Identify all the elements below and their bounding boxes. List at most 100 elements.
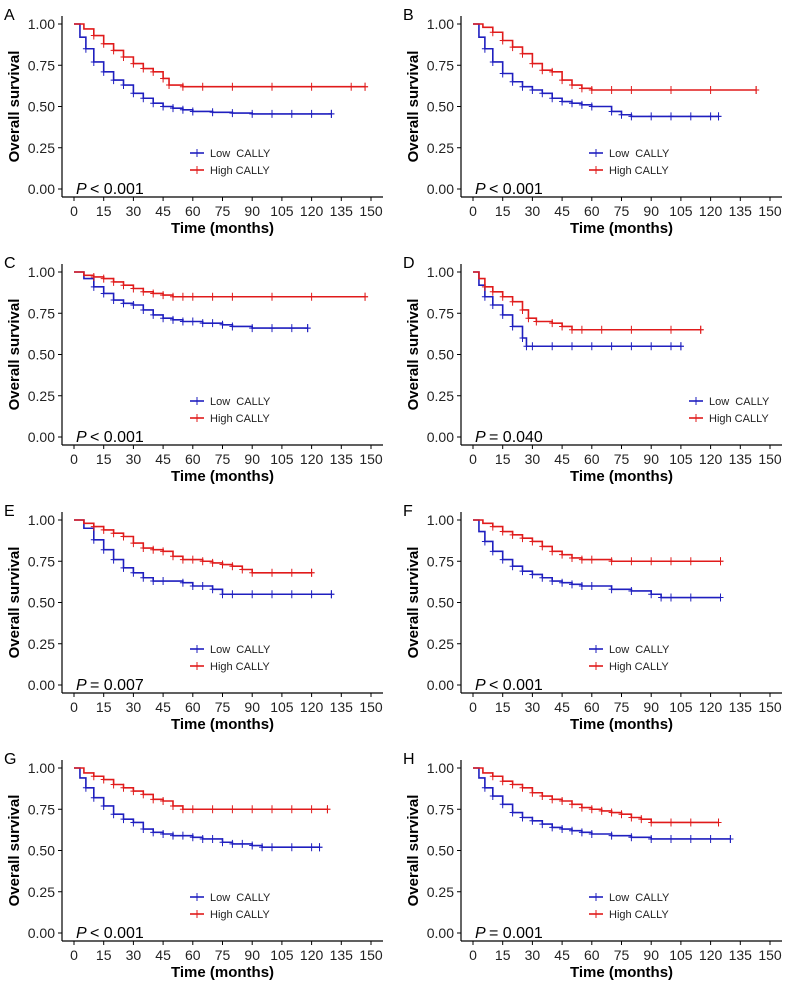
censor-mark <box>269 568 275 577</box>
censor-mark <box>179 292 186 301</box>
censor-mark <box>628 342 635 351</box>
km-curve-high <box>473 271 701 331</box>
censor-mark <box>308 568 315 577</box>
y-tick-label: 0.50 <box>427 347 454 363</box>
censor-mark <box>598 806 605 815</box>
censor-marks-high <box>90 272 369 301</box>
censor-mark <box>727 834 734 843</box>
x-tick-label: 75 <box>614 947 630 963</box>
panel-letter: A <box>4 7 15 24</box>
censor-mark <box>499 800 506 809</box>
p-value-text: = 0.001 <box>489 925 543 942</box>
x-tick-label: 150 <box>758 451 782 467</box>
panel-letter: F <box>403 503 413 520</box>
y-tick-label: 0.75 <box>427 57 454 73</box>
censor-mark <box>288 109 295 118</box>
censor-marks-high <box>489 522 724 566</box>
censor-mark <box>608 585 615 594</box>
censor-mark <box>715 818 722 827</box>
censor-mark <box>130 301 137 309</box>
censor-mark <box>90 282 97 291</box>
y-tick-label: 0.00 <box>28 181 55 197</box>
x-tick-label: 120 <box>300 947 324 963</box>
panel-letter: G <box>4 751 16 768</box>
censor-mark <box>150 795 157 804</box>
y-axis-title: Overall survival <box>6 795 23 907</box>
censor-mark <box>189 582 196 590</box>
y-tick-label: 0.50 <box>28 347 55 363</box>
censor-mark <box>481 44 488 53</box>
censor-mark <box>499 310 506 319</box>
censor-mark <box>160 291 167 300</box>
censor-mark <box>120 815 127 824</box>
censor-marks-high <box>481 282 704 334</box>
legend-label: Low CALLY <box>609 644 670 656</box>
censor-mark <box>308 805 315 814</box>
p-value-text: < 0.001 <box>90 181 144 198</box>
censor-mark <box>559 578 566 587</box>
censor-mark <box>598 325 605 334</box>
panel-letter: B <box>403 7 414 24</box>
censor-mark <box>199 582 206 590</box>
x-tick-label: 15 <box>96 203 112 219</box>
censor-mark <box>90 522 97 531</box>
x-tick-label: 90 <box>244 699 260 715</box>
legend: Low CALLY High CALLY <box>589 892 670 921</box>
censor-mark <box>229 562 236 571</box>
y-tick-label: 1.00 <box>427 16 454 32</box>
y-tick-label: 0.50 <box>28 595 55 611</box>
censor-mark <box>489 522 496 531</box>
x-tick-label: 30 <box>525 699 541 715</box>
censor-mark <box>519 49 526 58</box>
censor-mark <box>130 787 137 796</box>
censor-mark <box>140 64 147 73</box>
censor-mark <box>269 590 275 599</box>
censor-mark <box>130 59 137 68</box>
censor-mark <box>628 813 635 822</box>
legend-label: Low CALLY <box>609 148 670 160</box>
censor-mark <box>481 537 488 546</box>
censor-mark <box>249 568 256 577</box>
censor-mark <box>519 334 526 342</box>
y-tick-label: 0.00 <box>427 677 454 693</box>
legend: Low CALLY High CALLY <box>190 148 271 177</box>
x-tick-label: 60 <box>185 699 201 715</box>
censor-mark <box>539 66 546 75</box>
censor-mark <box>697 325 704 334</box>
censor-mark <box>219 320 226 329</box>
y-tick-label: 1.00 <box>28 512 55 528</box>
p-value-text: < 0.001 <box>489 181 543 198</box>
censor-mark <box>509 77 516 86</box>
x-tick-label: 45 <box>155 947 171 963</box>
y-tick-label: 1.00 <box>28 264 55 280</box>
y-tick-label: 0.25 <box>28 636 55 652</box>
x-tick-label: 120 <box>699 203 723 219</box>
censor-mark <box>179 578 186 587</box>
censor-mark <box>110 296 117 305</box>
censor-mark <box>509 780 516 789</box>
x-tick-label: 60 <box>185 947 201 963</box>
x-tick-label: 0 <box>469 699 477 715</box>
censor-mark <box>549 795 556 804</box>
censor-mark <box>120 81 127 90</box>
censor-mark <box>569 553 575 562</box>
censor-mark <box>539 542 546 551</box>
x-axis-title: Time (months) <box>570 964 673 981</box>
censor-marks-high <box>489 28 760 94</box>
p-value-symbol: P <box>475 181 486 198</box>
censor-mark <box>288 590 295 599</box>
censor-mark <box>269 324 275 333</box>
censor-mark <box>578 555 585 564</box>
censor-mark <box>569 826 575 835</box>
censor-mark <box>533 317 540 326</box>
censor-mark <box>249 805 256 814</box>
x-tick-label: 105 <box>669 203 693 219</box>
x-tick-label: 75 <box>614 451 630 467</box>
y-tick-label: 0.75 <box>28 553 55 569</box>
censor-mark <box>160 74 167 83</box>
censor-mark <box>559 825 566 834</box>
censor-marks-high <box>489 772 722 827</box>
censor-mark <box>140 94 147 103</box>
censor-mark <box>549 94 556 103</box>
censor-mark <box>588 102 595 111</box>
